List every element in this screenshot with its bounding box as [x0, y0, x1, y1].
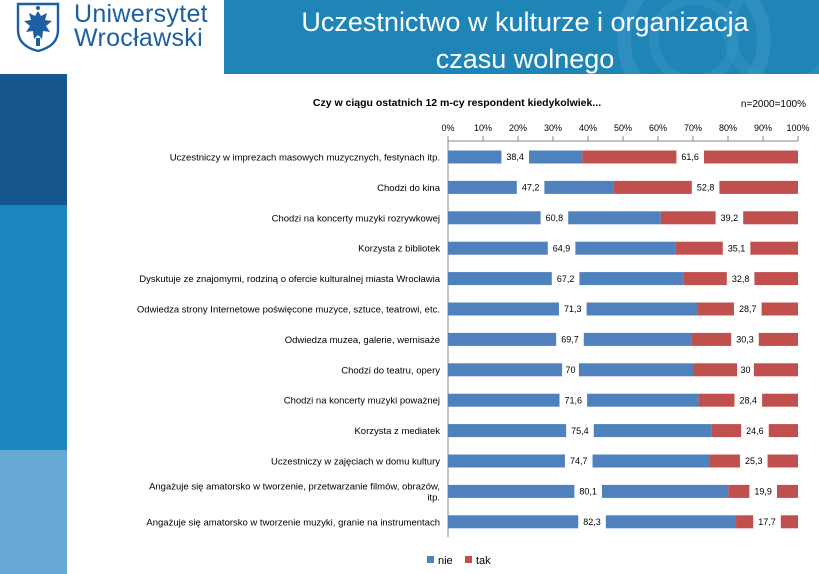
legend-label-nie: nie	[438, 555, 453, 567]
slide-title-line2: czasu wolnego	[435, 44, 615, 74]
data-label-nie: 71,6	[565, 395, 583, 405]
x-tick-label: 70%	[684, 123, 702, 133]
university-crest-icon	[16, 2, 60, 52]
data-label-nie: 75,4	[571, 426, 589, 436]
data-label-tak: 32,8	[732, 274, 750, 284]
data-label-nie: 70	[565, 365, 575, 375]
sidebar-band-middle	[0, 205, 67, 450]
data-label-bg	[558, 302, 587, 316]
university-logo: Uniwersytet Wrocławski	[0, 0, 224, 74]
data-label-bg	[749, 484, 777, 499]
category-label: Angażuje się amatorsko w tworzenie muzyk…	[146, 517, 440, 528]
slide-title: Uczestnictwo w kulturze i organizacja cz…	[230, 4, 819, 74]
data-label-bg	[737, 362, 754, 377]
category-label: Odwiedza strony Internetowe poświęcone m…	[137, 305, 440, 316]
category-label: Angażuje się amatorsko w tworzenie, prze…	[149, 481, 440, 503]
slide-title-line1: Uczestnictwo w kulturze i organizacja	[301, 7, 749, 37]
data-label-bg	[741, 423, 769, 438]
data-label-nie: 71,3	[564, 304, 582, 314]
data-label-tak: 61,6	[681, 152, 699, 162]
data-label-nie: 82,3	[583, 517, 601, 527]
category-label: Korzysta z mediatek	[354, 426, 440, 437]
category-labels: Uczestniczy w imprezach masowych muzyczn…	[137, 153, 441, 529]
data-label-nie: 69,7	[561, 335, 579, 345]
x-tick-label: 20%	[509, 123, 527, 133]
university-name-line2: Wrocławski	[74, 24, 203, 52]
data-label-bg	[578, 514, 606, 529]
data-label-nie: 80,1	[579, 487, 597, 497]
data-label-bg	[676, 150, 704, 164]
data-label-bg	[739, 454, 768, 468]
x-tick-label: 40%	[579, 123, 597, 133]
data-label-nie: 60,8	[546, 213, 564, 223]
data-label-bg	[559, 393, 588, 408]
legend-swatch-tak	[465, 556, 472, 563]
data-label-bg	[562, 362, 579, 377]
data-label-bg	[733, 302, 762, 316]
data-label-tak: 35,1	[728, 243, 746, 253]
data-label-tak: 28,7	[739, 304, 757, 314]
data-label-nie: 38,4	[506, 152, 524, 162]
data-label-bg	[501, 150, 529, 164]
category-label: Uczestniczy w zajęciach w domu kultury	[271, 457, 440, 468]
x-tick-label: 80%	[719, 123, 737, 133]
x-tick-label: 100%	[786, 123, 809, 133]
data-label-tak: 52,8	[697, 183, 715, 193]
category-label: Dyskutuje ze znajomymi, rodziną o oferci…	[139, 274, 440, 285]
bars: 38,4 61,6 47,2 52,8 60,8 39,2 64,9 35,1 67,2 32,8…	[448, 150, 798, 529]
data-label-bg	[753, 514, 781, 529]
x-axis-ticks: 0% 10% 20% 30% 40% 50% 60% 70% 80% 90% 100%	[441, 123, 809, 133]
category-label: Chodzi na koncerty muzyki rozrywkowej	[272, 213, 440, 224]
category-label: Chodzi do kina	[377, 183, 441, 194]
data-label-bg	[574, 484, 602, 499]
data-label-tak: 24,6	[746, 426, 764, 436]
chart-title: Czy w ciągu ostatnich 12 m-cy respondent…	[313, 97, 601, 109]
data-label-bg	[566, 423, 594, 438]
data-label-nie: 64,9	[553, 243, 571, 253]
legend: nie tak	[427, 555, 491, 567]
category-label: Odwiedza muzea, galerie, wernisaże	[285, 335, 440, 346]
sidebar-band-top	[0, 74, 67, 205]
data-label-bg	[734, 393, 763, 408]
data-label-bg	[731, 332, 759, 347]
x-tick-label: 90%	[754, 123, 772, 133]
data-label-bg	[715, 210, 744, 225]
x-tick-label: 10%	[474, 123, 492, 133]
data-label-tak: 25,3	[745, 456, 763, 466]
data-label-bg	[547, 241, 576, 256]
data-label-bg	[726, 271, 755, 286]
x-tick-label: 50%	[614, 123, 632, 133]
data-label-bg	[551, 271, 580, 286]
data-label-bg	[564, 454, 593, 468]
data-label-bg	[516, 180, 545, 195]
legend-label-tak: tak	[476, 555, 491, 567]
sidebar-band-bottom	[0, 450, 67, 574]
category-label: Uczestniczy w imprezach masowych muzyczn…	[170, 153, 440, 164]
category-label: Korzysta z bibliotek	[358, 244, 440, 255]
x-tick-label: 0%	[441, 123, 454, 133]
data-label-tak: 17,7	[758, 517, 776, 527]
x-tick-label: 30%	[544, 123, 562, 133]
data-label-bg	[540, 210, 569, 225]
category-label: Chodzi na koncerty muzyki poważnej	[284, 396, 440, 407]
data-label-nie: 67,2	[557, 274, 575, 284]
header-decoration	[617, 0, 819, 74]
data-label-bg	[691, 180, 720, 195]
slide-header: Uniwersytet Wrocławski Uczestnictwo w ku…	[0, 0, 819, 74]
category-label: Chodzi do teatru, opery	[341, 365, 440, 376]
data-label-bg	[722, 241, 751, 256]
data-label-nie: 47,2	[522, 183, 540, 193]
x-tick-label: 60%	[649, 123, 667, 133]
university-name-line1: Uniwersytet	[74, 0, 208, 28]
data-label-tak: 39,2	[721, 213, 739, 223]
sample-size-note: n=2000=100%	[741, 99, 806, 110]
data-label-tak: 30	[740, 365, 750, 375]
data-label-bg	[556, 332, 584, 347]
data-label-tak: 19,9	[754, 487, 772, 497]
data-label-tak: 30,3	[736, 335, 754, 345]
data-label-tak: 28,4	[740, 395, 758, 405]
data-label-nie: 74,7	[570, 456, 588, 466]
legend-swatch-nie	[427, 556, 434, 563]
